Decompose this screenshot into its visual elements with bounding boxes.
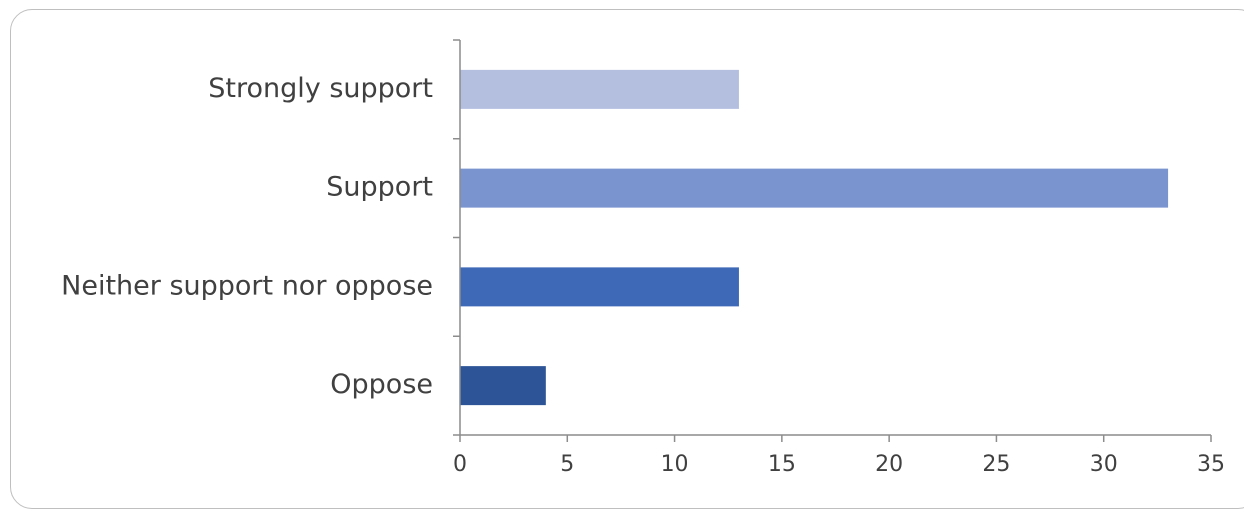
category-label-strongly-support: Strongly support: [208, 73, 433, 104]
x-tick-label: 30: [1090, 452, 1118, 477]
axis-ticks: [453, 39, 1212, 442]
bar-strongly-support: [460, 69, 739, 109]
x-tick-label: 5: [560, 452, 574, 477]
bar-support: [460, 168, 1169, 208]
bars-layer: [460, 69, 1169, 406]
bar-chart: Strongly support Support Neither support n…: [61, 39, 1225, 477]
bar-oppose: [460, 366, 546, 406]
x-tick-label: 0: [453, 452, 467, 477]
x-tick-label: 20: [875, 452, 903, 477]
category-labels: Strongly support Support Neither support n…: [61, 73, 433, 400]
bar-neither-support-nor-oppose: [460, 267, 739, 307]
x-tick-label: 35: [1197, 452, 1225, 477]
category-label-neither-support-nor-oppose: Neither support nor oppose: [61, 270, 433, 301]
x-tick-labels: 0 5 10 15 20 25 30 35: [453, 452, 1225, 477]
category-label-support: Support: [326, 172, 433, 203]
category-label-oppose: Oppose: [330, 369, 433, 400]
x-tick-label: 10: [661, 452, 689, 477]
x-tick-label: 25: [982, 452, 1010, 477]
x-tick-label: 15: [768, 452, 796, 477]
